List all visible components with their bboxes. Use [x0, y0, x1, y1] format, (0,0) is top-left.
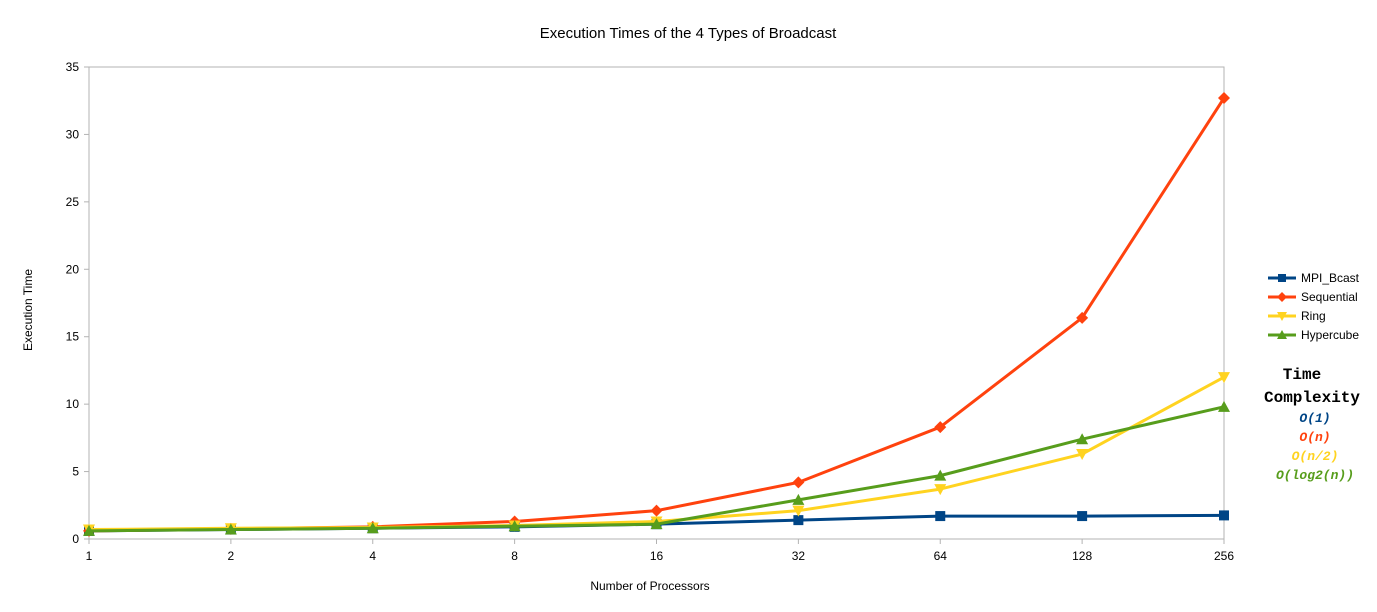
x-tick-label: 128: [1072, 549, 1092, 563]
legend-marker: [1277, 312, 1287, 321]
x-tick-label: 32: [792, 549, 806, 563]
x-tick-label: 256: [1214, 549, 1234, 563]
x-axis: 1 2 4 8 16 32 64 128 256: [86, 539, 1234, 563]
data-point-hypercube: [366, 522, 379, 534]
complexity-annotation: Time Complexity O(1) O(n) O(n/2) O(log2(n)): [1264, 366, 1360, 483]
y-tick-label: 0: [72, 532, 79, 546]
complexity-item: O(log2(n)): [1276, 468, 1354, 483]
x-tick-label: 1: [86, 549, 93, 563]
legend-label: Ring: [1301, 309, 1326, 323]
complexity-items: O(1) O(n) O(n/2) O(log2(n)): [1276, 411, 1354, 483]
data-point-hypercube: [792, 493, 805, 505]
y-tick-label: 25: [66, 195, 80, 209]
data-point-ring: [934, 484, 947, 496]
legend-label: Hypercube: [1301, 328, 1359, 342]
legend-marker: [1277, 330, 1287, 339]
data-point-hypercube: [224, 523, 237, 535]
series-sequential: [83, 92, 1230, 537]
data-point-ring: [1218, 372, 1230, 384]
x-tick-label: 64: [934, 549, 948, 563]
y-tick-label: 15: [66, 330, 80, 344]
chart-title: Execution Times of the 4 Types of Broadc…: [540, 25, 837, 42]
data-point-sequential: [792, 476, 805, 489]
legend-item-sequential: Sequential: [1268, 290, 1358, 304]
complexity-heading-line2: Complexity: [1264, 389, 1360, 407]
x-axis-label: Number of Processors: [590, 579, 709, 593]
legend-label: Sequential: [1301, 290, 1358, 304]
data-point-mpi-bcast: [1219, 510, 1229, 521]
data-point-hypercube: [1218, 400, 1230, 412]
y-tick-label: 30: [66, 127, 80, 141]
complexity-item: O(n): [1299, 430, 1330, 445]
data-point-sequential: [934, 421, 947, 434]
data-point-sequential: [1076, 311, 1089, 324]
y-axis: 0 5 10 15 20 25 30 35: [66, 60, 89, 546]
legend-label: MPI_Bcast: [1301, 271, 1360, 285]
legend-marker: [1277, 292, 1287, 302]
legend-marker: [1278, 274, 1286, 282]
y-tick-label: 10: [66, 397, 80, 411]
legend: MPI_Bcast Sequential Ring Hypercube: [1268, 271, 1360, 342]
data-point-hypercube: [650, 518, 663, 530]
x-tick-label: 2: [228, 549, 235, 563]
data-point-hypercube: [934, 469, 947, 481]
data-point-mpi-bcast: [793, 515, 804, 526]
data-point-sequential: [650, 504, 663, 517]
series-hypercube: [83, 400, 1230, 536]
series-line-sequential: [88, 97, 1226, 533]
data-point-hypercube: [1076, 433, 1089, 445]
complexity-heading-line1: Time: [1283, 366, 1321, 384]
data-point-ring: [1076, 449, 1089, 461]
y-axis-label: Execution Time: [21, 269, 35, 351]
y-tick-label: 20: [66, 262, 80, 276]
data-point-mpi-bcast: [1077, 511, 1088, 522]
complexity-item: O(1): [1299, 411, 1330, 426]
y-tick-label: 35: [66, 60, 80, 74]
x-tick-label: 4: [369, 549, 376, 563]
x-tick-label: 16: [650, 549, 664, 563]
data-point-ring: [792, 505, 805, 517]
x-tick-label: 8: [511, 549, 518, 563]
plot-area: [88, 66, 1225, 540]
series-layer: [83, 92, 1230, 537]
legend-item-mpi-bcast: MPI_Bcast: [1268, 271, 1360, 285]
data-point-mpi-bcast: [935, 511, 946, 522]
y-tick-label: 5: [72, 465, 79, 479]
data-point-hypercube: [508, 520, 521, 532]
data-point-sequential: [1218, 92, 1230, 105]
legend-item-hypercube: Hypercube: [1268, 328, 1359, 342]
legend-item-ring: Ring: [1268, 309, 1326, 323]
complexity-item: O(n/2): [1292, 449, 1339, 464]
data-point-hypercube: [83, 524, 95, 536]
